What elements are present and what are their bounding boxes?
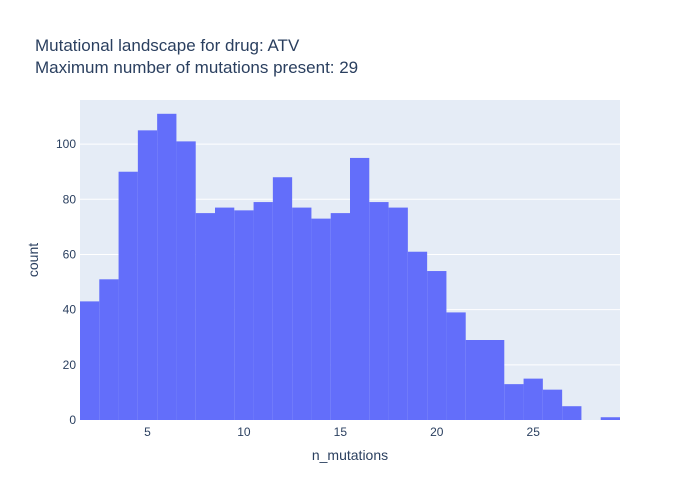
histogram-bar: [427, 271, 447, 420]
histogram-bar: [504, 384, 524, 420]
histogram-bar: [215, 207, 235, 420]
y-tick-label: 100: [56, 137, 76, 151]
histogram-bar: [292, 207, 312, 420]
histogram-bar: [407, 251, 428, 420]
histogram-bar: [99, 279, 119, 420]
histogram-bar: [562, 406, 582, 420]
y-axis-ticks: 0 20 40 60 80 100: [56, 137, 76, 427]
histogram-bar: [388, 207, 408, 420]
histogram-bar: [195, 213, 215, 420]
x-tick-label: 15: [334, 425, 348, 439]
x-axis-title: n_mutations: [312, 447, 388, 463]
histogram-bar: [311, 218, 331, 420]
histogram-bar: [253, 202, 273, 420]
histogram-bar: [176, 141, 196, 420]
bars: [80, 113, 620, 421]
x-tick-label: 25: [527, 425, 541, 439]
histogram-bar: [369, 202, 389, 420]
y-tick-label: 0: [69, 413, 76, 427]
histogram-bar: [542, 389, 563, 420]
y-tick-label: 60: [63, 247, 77, 261]
x-tick-label: 20: [430, 425, 444, 439]
histogram-bar: [80, 301, 100, 420]
histogram-bar: [465, 340, 485, 420]
histogram-bar: [137, 130, 158, 420]
y-tick-label: 40: [63, 303, 77, 317]
histogram-bar: [600, 417, 620, 420]
histogram-bar: [523, 378, 543, 420]
chart-title-line-2: Maximum number of mutations present: 29: [35, 58, 358, 77]
histogram-bar: [157, 113, 177, 421]
histogram-bar: [234, 210, 254, 420]
histogram-bar: [485, 340, 505, 420]
x-axis-ticks: 5 10 15 20 25: [144, 425, 540, 439]
histogram-bar: [330, 213, 350, 420]
y-axis-title: count: [25, 243, 41, 277]
histogram-bar: [118, 171, 138, 420]
x-tick-label: 10: [237, 425, 251, 439]
histogram-bar: [272, 177, 293, 420]
y-tick-label: 80: [63, 192, 77, 206]
histogram-bar: [446, 312, 466, 420]
y-tick-label: 20: [63, 358, 77, 372]
x-tick-label: 5: [144, 425, 151, 439]
chart-title-line-1: Mutational landscape for drug: ATV: [35, 36, 300, 55]
histogram-bar: [350, 157, 370, 420]
